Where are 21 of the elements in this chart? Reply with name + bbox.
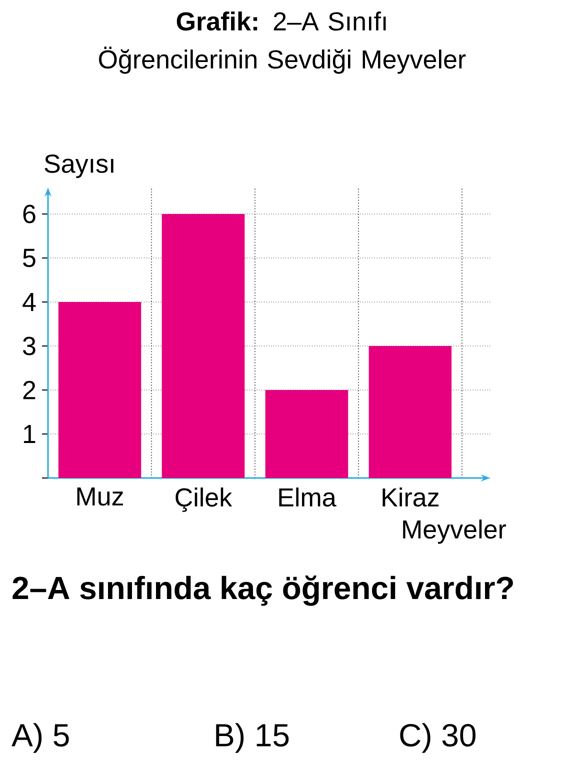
chart-title: Grafik: 2–A Sınıfı Öğrencilerinin Sevdiği Meyveler [98,12,466,74]
x-tick-label: Elma [279,488,336,507]
bar [162,214,245,478]
text: B) 15 [216,723,289,753]
y-tick-label: 3 [22,336,36,356]
y-tick-label: 6 [23,204,36,224]
x-axis-title: Meyveler [403,520,506,544]
text: C) 30 [400,723,476,753]
text: 2–A sınıfında kaç öğrenci vardır? [12,576,513,606]
text: A) 5 [12,723,69,753]
bar [265,390,348,478]
x-tick-label: Kiraz [382,488,439,507]
x-tick-label: Çilek [176,488,232,512]
y-tick-label: 4 [22,293,36,311]
y-axis-title: Sayısı [44,154,114,178]
x-tick-label: Muz [77,488,123,506]
bar [368,346,452,478]
y-tick-label: 1 [24,425,36,443]
y-tick-label: 2 [23,380,36,400]
y-tick-label: 5 [23,248,36,268]
bar [58,302,142,478]
